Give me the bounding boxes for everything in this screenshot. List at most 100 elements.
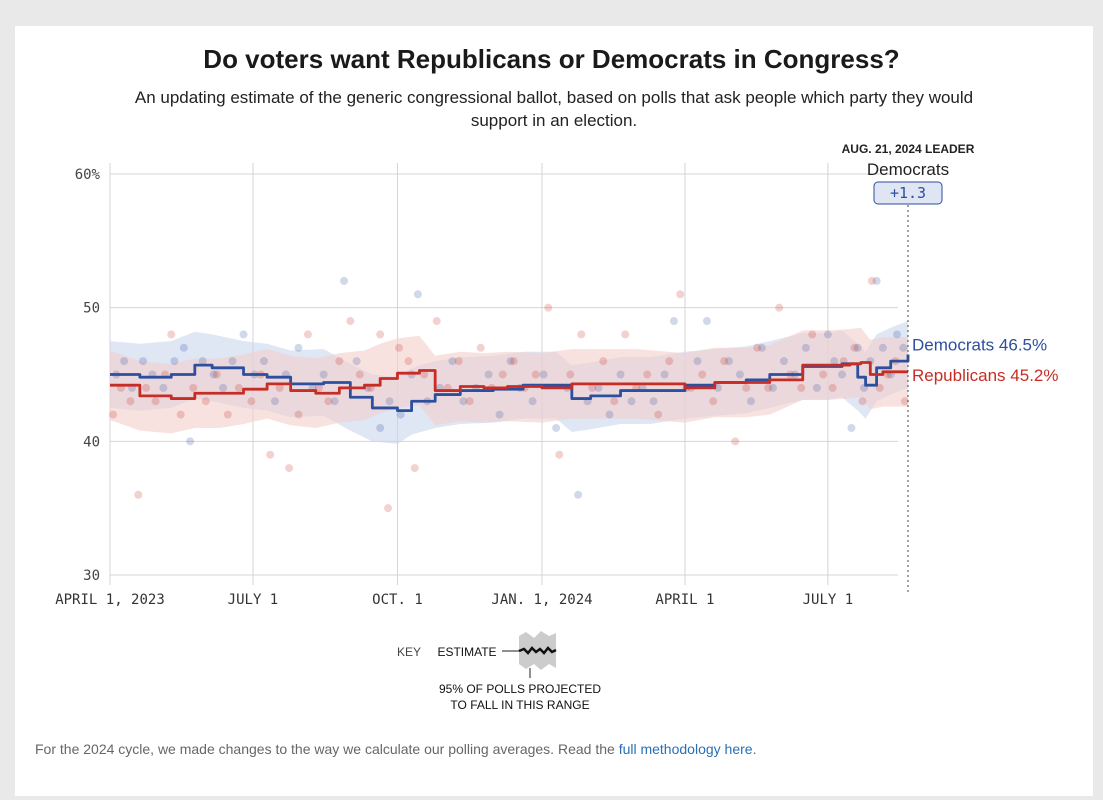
republicans-poll-dot: [247, 397, 256, 406]
republicans-poll-dot: [476, 343, 485, 352]
democrats-poll-dot: [484, 370, 493, 379]
republicans-end-label: Republicans 45.2%: [912, 366, 1058, 385]
y-tick-label: 30: [83, 568, 100, 584]
democrats-poll-dot: [138, 357, 147, 366]
republicans-poll-dot: [384, 504, 393, 513]
x-tick-label: JULY 1: [803, 592, 854, 608]
republicans-poll-dot: [266, 450, 275, 459]
key-note-line-2: TO FALL IN THIS RANGE: [450, 698, 589, 712]
republicans-poll-dot: [303, 330, 312, 339]
y-tick-label: 50: [83, 301, 100, 317]
democrats-poll-dot: [594, 383, 603, 392]
democrats-poll-dot: [574, 490, 583, 499]
democrats-poll-dot: [528, 397, 537, 406]
democrats-poll-dot: [605, 410, 614, 419]
democrats-poll-dot: [838, 370, 847, 379]
democrats-poll-dot: [801, 343, 810, 352]
republicans-poll-dot: [151, 397, 160, 406]
methodology-note-text: For the 2024 cycle, we made changes to t…: [35, 741, 619, 757]
democrats-poll-dot: [459, 397, 468, 406]
democrats-poll-dot: [198, 357, 207, 366]
democrats-poll-dot: [209, 370, 218, 379]
republicans-poll-dot: [285, 464, 294, 473]
chart-title: Do voters want Republicans or Democrats …: [203, 44, 900, 74]
x-tick-label: APRIL 1, 2023: [55, 592, 165, 608]
democrats-poll-dot: [812, 383, 821, 392]
democrats-poll-dot: [893, 330, 902, 339]
democrats-poll-dot: [627, 397, 636, 406]
x-tick-label: APRIL 1: [655, 592, 714, 608]
republicans-range-band: [110, 327, 908, 434]
democrats-poll-dot: [259, 357, 268, 366]
chart-subtitle: An updating estimate of the generic cong…: [134, 88, 974, 130]
republicans-poll-dot: [176, 410, 185, 419]
democrats-poll-dot: [294, 343, 303, 352]
republicans-poll-dot: [577, 330, 586, 339]
republicans-poll-dot: [900, 397, 909, 406]
republicans-poll-dot: [828, 383, 837, 392]
republicans-poll-dot: [294, 410, 303, 419]
key-estimate-label: ESTIMATE: [437, 645, 496, 659]
leader-date-label: AUG. 21, 2024 LEADER: [842, 142, 975, 156]
republicans-poll-dot: [867, 276, 876, 285]
democrats-poll-dot: [552, 423, 561, 432]
republicans-poll-dot: [775, 303, 784, 312]
methodology-note-end: .: [752, 741, 757, 757]
republicans-poll-dot: [698, 370, 707, 379]
republicans-poll-dot: [808, 330, 817, 339]
republicans-poll-dot: [335, 357, 344, 366]
republicans-poll-dot: [223, 410, 232, 419]
republicans-poll-dot: [610, 397, 619, 406]
confidence-bands: [110, 321, 908, 445]
democrats-poll-dot: [228, 357, 237, 366]
democrats-poll-dot: [186, 437, 195, 446]
republicans-poll-dot: [498, 370, 507, 379]
democrats-poll-dot: [735, 370, 744, 379]
republicans-poll-dot: [410, 464, 419, 473]
republicans-poll-dot: [465, 397, 474, 406]
y-tick-label: 40: [83, 434, 100, 450]
democrats-poll-dot: [823, 330, 832, 339]
republicans-poll-dot: [420, 370, 429, 379]
series-end-labels: Democrats 46.5% Republicans 45.2%: [912, 335, 1058, 384]
democrats-poll-dot: [847, 423, 856, 432]
democrats-poll-dot: [506, 357, 515, 366]
democrats-poll-dot: [319, 370, 328, 379]
republicans-poll-dot: [142, 383, 151, 392]
republicans-poll-dot: [201, 397, 210, 406]
republicans-poll-dot: [621, 330, 630, 339]
republicans-poll-dot: [212, 370, 221, 379]
republicans-poll-dot: [167, 330, 176, 339]
republicans-poll-dot: [404, 357, 413, 366]
republicans-poll-dot: [109, 410, 118, 419]
democrats-poll-dot: [853, 343, 862, 352]
democrats-poll-dot: [159, 383, 168, 392]
democrats-poll-dot: [396, 410, 405, 419]
republicans-poll-dot: [432, 317, 441, 326]
democrats-poll-dot: [413, 290, 422, 299]
democrats-poll-dot: [830, 357, 839, 366]
democrats-poll-dot: [757, 343, 766, 352]
republicans-poll-dot: [134, 490, 143, 499]
republicans-poll-dot: [531, 370, 540, 379]
methodology-link[interactable]: full methodology here: [618, 741, 753, 757]
republicans-poll-dot: [643, 370, 652, 379]
democrats-poll-dot: [669, 317, 678, 326]
republicans-poll-dot: [346, 317, 355, 326]
republicans-poll-dot: [850, 343, 859, 352]
democrats-poll-dot: [219, 383, 228, 392]
democrats-poll-dot: [649, 397, 658, 406]
x-tick-label: JULY 1: [228, 592, 279, 608]
democrats-poll-dot: [270, 397, 279, 406]
key-estimate-line: [518, 646, 557, 655]
democrats-poll-dot: [616, 370, 625, 379]
democrats-poll-dot: [539, 370, 548, 379]
republicans-poll-dot: [731, 437, 740, 446]
republicans-poll-dot: [566, 370, 575, 379]
leader-margin-badge: [873, 181, 943, 205]
democrats-poll-dot: [120, 357, 129, 366]
republicans-poll-dot: [858, 397, 867, 406]
republicans-poll-dot: [126, 397, 135, 406]
republicans-poll-dot: [324, 397, 333, 406]
republicans-poll-dot: [509, 357, 518, 366]
